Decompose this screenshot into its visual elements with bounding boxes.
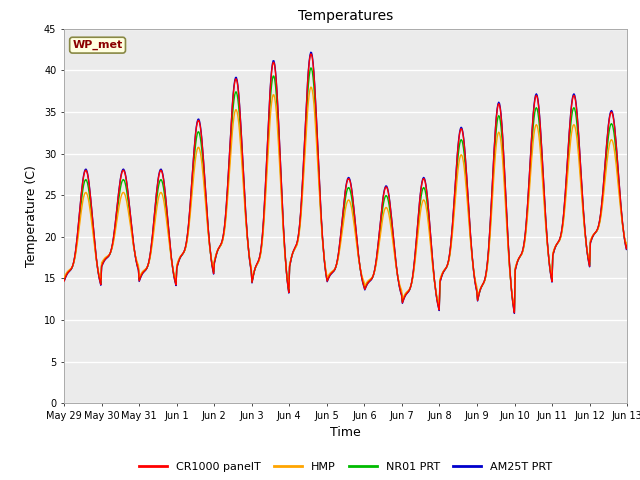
Title: Temperatures: Temperatures xyxy=(298,10,393,24)
Legend: CR1000 panelT, HMP, NR01 PRT, AM25T PRT: CR1000 panelT, HMP, NR01 PRT, AM25T PRT xyxy=(135,457,556,476)
Text: WP_met: WP_met xyxy=(72,40,123,50)
Y-axis label: Temperature (C): Temperature (C) xyxy=(26,165,38,267)
X-axis label: Time: Time xyxy=(330,426,361,439)
